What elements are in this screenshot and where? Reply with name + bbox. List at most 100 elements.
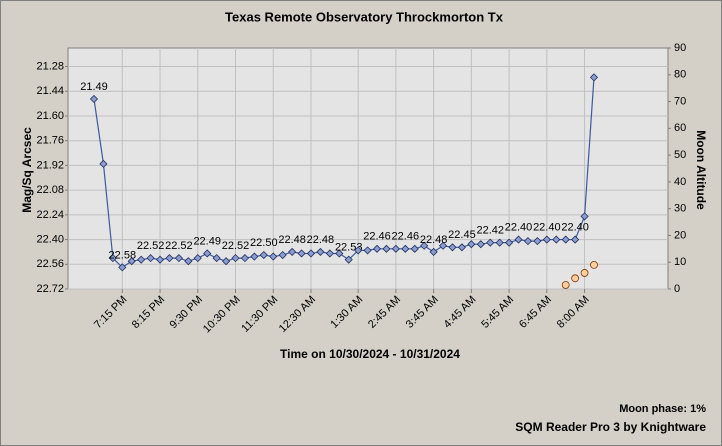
marker [561,235,570,244]
marker [306,249,316,258]
marker [533,237,542,246]
marker [155,255,165,264]
marker [363,246,372,255]
data-label: 22.45 [448,229,476,241]
y2-tick-label: 40 [674,176,686,188]
data-label: 22.48 [420,234,448,246]
marker [174,254,183,263]
data-label: 22.52 [165,240,193,252]
moon-point [590,260,598,269]
data-label: 22.46 [392,231,420,243]
marker [269,252,278,261]
marker [250,252,259,261]
moon-point [580,269,589,277]
y2-tick-label: 20 [674,229,686,241]
y-tick-label: 21.76 [36,135,64,147]
y2-tick-label: 90 [674,42,686,54]
marker [240,254,250,263]
marker [495,238,504,247]
marker [259,250,268,260]
marker [108,254,117,263]
marker [354,246,363,255]
moon-point [561,281,570,289]
data-label: 22.49 [193,235,221,247]
data-label: 22.48 [307,234,335,246]
marker [325,249,334,258]
marker [297,249,306,258]
credit: SQM Reader Pro 3 by Knightware [515,420,706,434]
data-label: 22.50 [250,237,278,249]
marker [288,247,297,256]
marker [382,244,391,253]
marker [514,235,523,244]
marker [231,254,240,263]
marker [457,243,466,252]
marker [118,263,127,272]
marker [486,238,495,247]
marker [184,257,193,266]
marker [193,254,202,263]
moon-point [571,274,580,283]
marker [580,212,589,221]
data-label: 22.52 [137,240,165,252]
data-label: 22.58 [109,249,137,261]
marker [401,244,410,253]
y-tick-label: 22.40 [36,233,64,245]
marker [391,244,400,253]
data-label: 22.48 [278,234,306,246]
data-label: 22.40 [533,221,561,233]
data-label: 22.40 [505,221,533,233]
y2-tick-label: 60 [674,122,686,134]
data-label: 22.42 [476,225,504,237]
y-axis-label: Mag/Sq Arcsec [20,127,34,213]
y-tick-label: 22.72 [36,283,64,295]
y2-tick-label: 0 [674,283,680,295]
y2-tick-label: 50 [674,149,686,161]
marker [137,255,146,264]
marker [467,240,476,249]
data-label: 21.49 [80,81,108,93]
data-label: 22.40 [561,221,589,233]
marker [523,237,533,246]
marker [127,257,136,266]
y-tick-label: 21.92 [36,159,64,171]
y2-tick-label: 30 [674,203,686,215]
marker [410,244,419,253]
y-tick-label: 21.44 [36,85,64,97]
x-axis-label: Time on 10/30/2024 - 10/31/2024 [280,347,460,361]
marker [99,159,108,168]
marker [316,247,325,256]
marker [372,244,382,253]
marker [89,94,99,104]
marker [505,238,514,247]
marker [278,250,287,260]
marker [335,249,344,258]
marker [165,254,174,263]
y2-tick-label: 70 [674,95,686,107]
y-tick-label: 21.60 [36,110,64,122]
marker [542,235,551,244]
marker [344,255,353,264]
marker [212,254,221,263]
y-tick-label: 22.08 [36,184,64,196]
marker [571,235,580,244]
y2-axis-label: Moon Altitude [694,130,708,210]
marker [438,241,448,250]
marker [203,249,212,258]
marker [552,235,561,244]
y-tick-label: 22.24 [36,209,64,221]
marker [222,257,231,266]
y2-tick-label: 80 [674,69,686,81]
marker [476,240,485,249]
y2-tick-label: 10 [674,256,686,268]
chart-title: Texas Remote Observatory Throckmorton Tx [225,9,504,24]
moon-phase: Moon phase: 1% [619,403,706,415]
data-label: 22.52 [222,240,250,252]
y-tick-label: 21.28 [36,60,64,72]
data-label: 22.46 [363,231,391,243]
marker [429,247,438,256]
marker [448,243,457,252]
marker [146,254,155,263]
y-tick-label: 22.56 [36,258,64,270]
